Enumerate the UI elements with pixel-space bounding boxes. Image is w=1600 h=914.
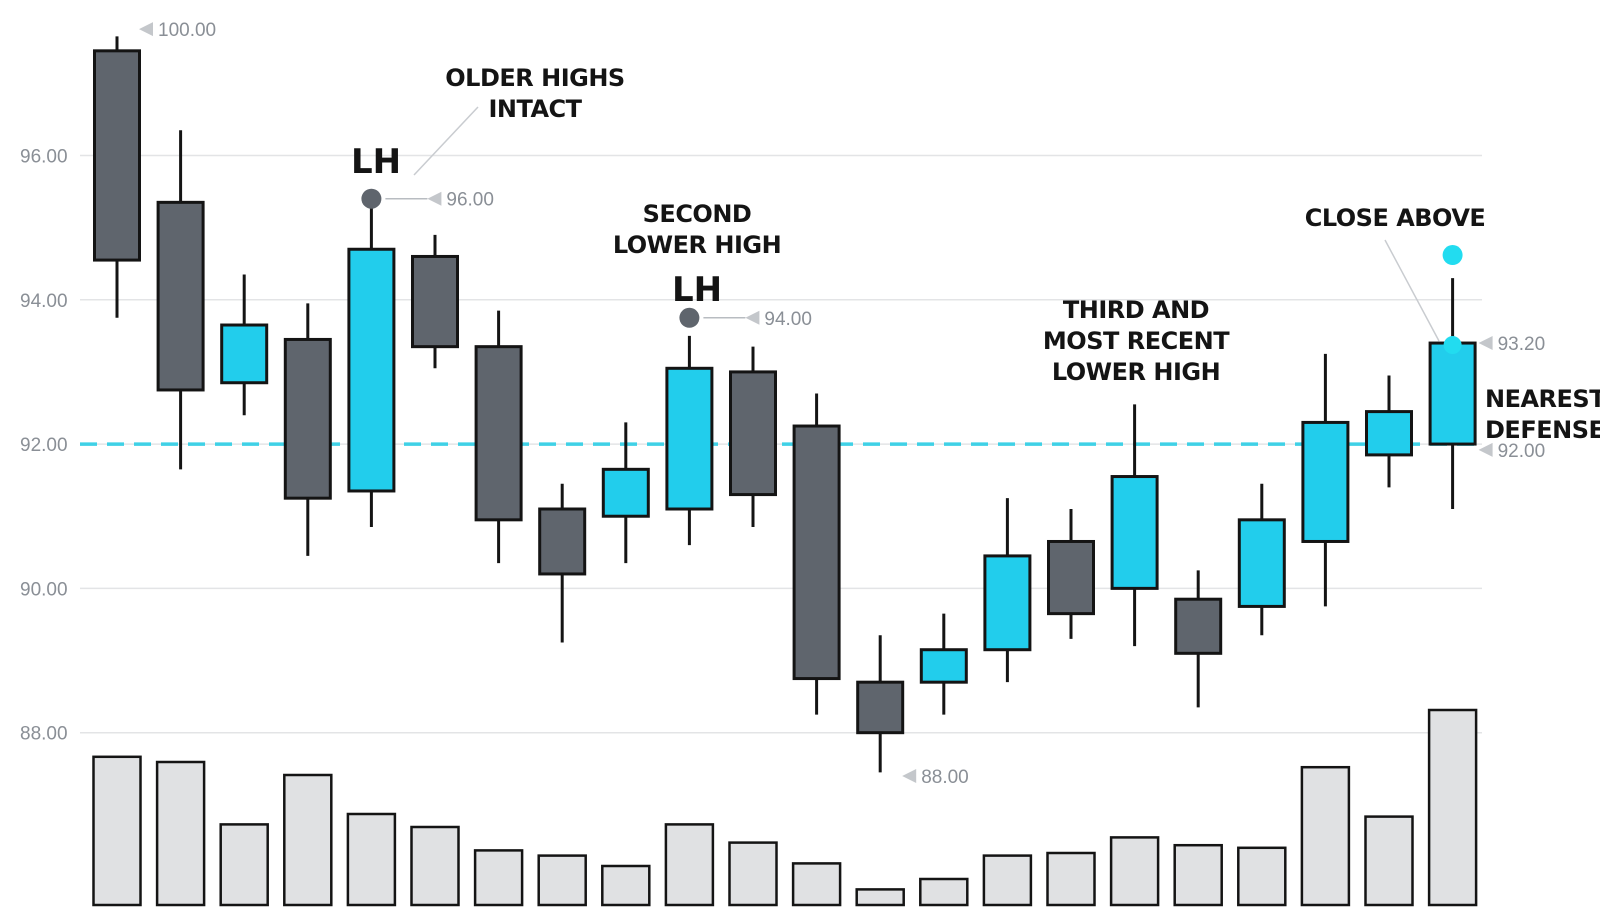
older-highs-label-line2: INTACT — [488, 95, 582, 123]
price-tag-arrow — [745, 310, 760, 325]
price-tag-label: 94.00 — [764, 309, 812, 330]
volume-bar — [791, 862, 842, 907]
price-tag-label: 92.00 — [1498, 441, 1546, 462]
older-highs-leader-line — [413, 106, 479, 176]
volume-bar — [92, 755, 142, 907]
close-marker — [1443, 336, 1462, 355]
third-lower-high-label-line1: THIRD AND — [1063, 296, 1209, 324]
older-highs-label-line1: OLDER HIGHS — [445, 64, 624, 92]
volume-bar — [728, 841, 778, 907]
nearest-defense-label-line1: NEAREST — [1485, 385, 1600, 413]
candle-body-up — [1110, 475, 1159, 590]
volume-bar — [410, 825, 460, 907]
annotation-layer: OLDER HIGHS INTACT LH SECOND LOWER HIGH … — [351, 64, 1600, 444]
candle-body-up — [919, 648, 968, 684]
volume-bar — [537, 854, 587, 907]
volume-bar — [1109, 836, 1160, 907]
volume-bar — [473, 849, 524, 907]
lower-high-pivot-marker — [361, 188, 382, 209]
volume-bar — [219, 823, 269, 907]
close-above-label: CLOSE ABOVE — [1305, 204, 1486, 232]
candle-body-down — [411, 254, 459, 349]
candle-body-down — [156, 200, 205, 392]
price-tag-arrow — [427, 191, 442, 206]
price-tag-arrow — [139, 22, 153, 37]
volume-bar — [855, 888, 905, 907]
candle-body-down — [1174, 597, 1223, 655]
marker-layer — [361, 188, 1463, 355]
close-above-marker — [1442, 245, 1463, 266]
y-tick-label: 88.00 — [20, 724, 68, 745]
volume-bar — [919, 877, 969, 907]
price-tag-label: 93.20 — [1498, 334, 1546, 355]
third-lower-high-label-line2: MOST RECENT — [1043, 327, 1230, 355]
y-tick-label: 90.00 — [20, 579, 68, 600]
candle-body-down — [792, 424, 841, 681]
price-tag-label: 88.00 — [921, 767, 969, 788]
second-lower-high-label-line2: LOWER HIGH — [613, 231, 781, 259]
third-lower-high-label-line3: LOWER HIGH — [1052, 358, 1220, 386]
volume-bar — [1300, 765, 1351, 907]
volume-bar — [1364, 815, 1414, 907]
candle-body-up — [665, 366, 714, 511]
second-lower-high-label-line1: SECOND — [643, 200, 752, 228]
volume-bar — [283, 773, 333, 907]
candle-body-down — [474, 345, 523, 522]
lower-high-pivot-marker — [679, 307, 700, 328]
price-tag-layer: 100.00 96.00 94.00 93.20 92.00 88.00 — [139, 20, 1545, 788]
y-tick-label: 94.00 — [20, 291, 68, 312]
price-tag-arrow — [902, 768, 917, 783]
candle-body-down — [538, 507, 587, 576]
nearest-defense-label-line2: DEFENSE — [1485, 416, 1600, 444]
candle-body-down — [729, 370, 777, 497]
candle-body-down — [283, 337, 332, 500]
y-tick-label: 96.00 — [20, 146, 68, 167]
volume-bar — [601, 864, 651, 907]
y-tick-label: 92.00 — [20, 435, 68, 456]
volume-bar — [155, 760, 206, 907]
candle-body-up — [1301, 420, 1350, 543]
candle-body-up — [601, 467, 650, 518]
candle-body-down — [93, 49, 141, 262]
candle-layer — [93, 36, 1477, 773]
candle-body-up — [220, 323, 269, 385]
price-tag-arrow — [1478, 442, 1493, 457]
candle-body-down — [856, 680, 905, 735]
candle-body-up — [1365, 410, 1413, 457]
candle-body-up — [983, 554, 1032, 652]
candle-body-up — [347, 247, 396, 493]
close-above-leader-line — [1384, 239, 1440, 342]
candle-body-up — [1428, 341, 1477, 446]
price-tag-label: 96.00 — [446, 190, 494, 211]
volume-bar — [346, 812, 397, 907]
candle-body-down — [1047, 539, 1095, 616]
volume-bar — [1173, 843, 1223, 907]
volume-bar — [664, 823, 715, 907]
price-tag-label: 100.00 — [158, 20, 216, 41]
volume-bar — [1046, 851, 1096, 907]
volume-bar — [1427, 708, 1478, 907]
candle-body-up — [1237, 518, 1286, 608]
volume-bar — [1237, 846, 1287, 907]
lh-first-label: LH — [351, 142, 401, 182]
price-tag-arrow — [1478, 336, 1493, 351]
lh-second-label: LH — [672, 270, 722, 310]
volume-layer — [92, 708, 1478, 907]
volume-bar — [982, 854, 1033, 907]
